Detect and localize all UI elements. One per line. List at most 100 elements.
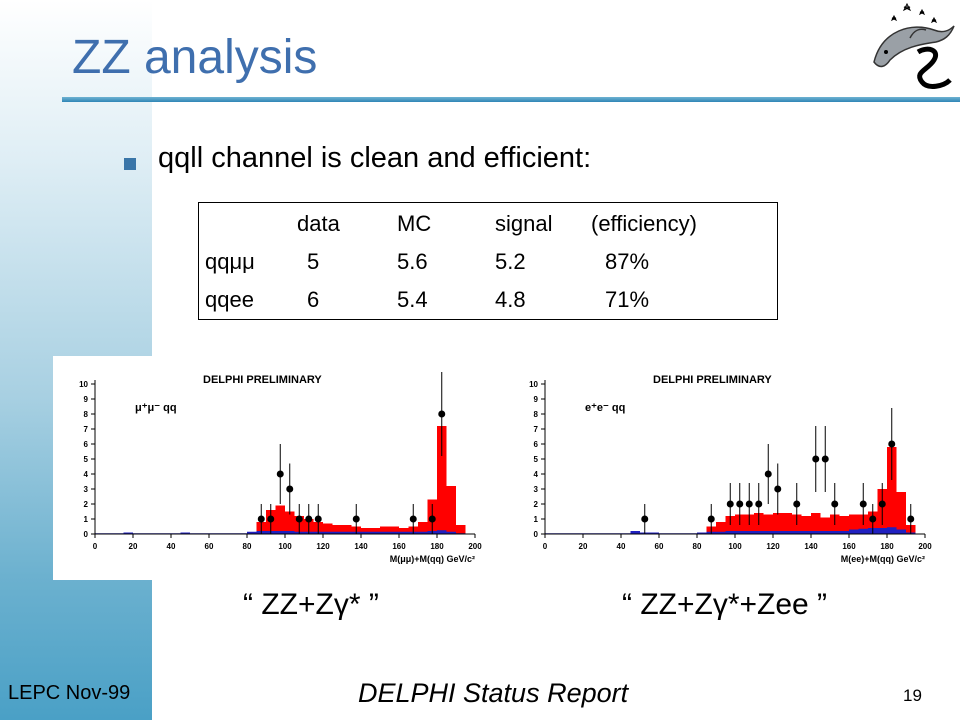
- x-tick-label: 40: [617, 542, 626, 551]
- background-bar: [763, 531, 773, 534]
- background-bar: [820, 531, 830, 534]
- table-cell: 5.2: [495, 249, 526, 274]
- table-header-efficiency: (efficiency): [591, 211, 697, 236]
- background-bar: [849, 529, 859, 534]
- background-bar: [649, 532, 659, 534]
- background-bar: [123, 532, 133, 534]
- mc-bar: [820, 517, 830, 534]
- data-point: [745, 500, 753, 508]
- y-tick-label: 5: [534, 455, 539, 464]
- y-tick-label: 6: [84, 440, 89, 449]
- background-bar: [697, 532, 707, 534]
- slide-title: ZZ analysis: [72, 31, 318, 84]
- table-cell: 5: [307, 249, 320, 274]
- background-bar: [285, 531, 295, 534]
- chart-title: DELPHI PRELIMINARY: [653, 374, 772, 386]
- mc-bar: [896, 492, 906, 534]
- data-point: [736, 500, 744, 508]
- y-tick-label: 4: [84, 470, 89, 479]
- data-point: [707, 515, 715, 523]
- background-bar: [801, 531, 811, 534]
- chart-title: DELPHI PRELIMINARY: [203, 374, 322, 386]
- background-bar: [735, 531, 745, 534]
- background-bar: [630, 531, 640, 534]
- background-bar: [370, 531, 380, 534]
- mc-bar: [456, 525, 466, 534]
- data-point: [428, 515, 436, 523]
- x-tick-label: 160: [392, 542, 406, 551]
- background-bar: [418, 531, 428, 534]
- data-point: [755, 500, 763, 508]
- x-tick-label: 80: [243, 542, 252, 551]
- mc-bar: [418, 522, 428, 534]
- data-point: [305, 515, 313, 523]
- background-bar: [792, 531, 802, 534]
- background-bar: [332, 531, 342, 534]
- mc-bar: [716, 522, 726, 534]
- x-tick-label: 160: [842, 542, 856, 551]
- background-bar: [744, 531, 754, 534]
- mc-bar: [361, 528, 371, 534]
- mc-bar: [275, 505, 285, 534]
- background-bar: [389, 531, 399, 534]
- table-cell: 4.8: [495, 287, 526, 312]
- mc-bar: [323, 523, 333, 534]
- data-point: [276, 470, 284, 478]
- background-bar: [361, 531, 371, 534]
- table-header-mc: MC: [397, 211, 432, 236]
- y-tick-label: 8: [534, 410, 539, 419]
- bullet-marker: [124, 158, 136, 170]
- y-tick-label: 4: [534, 470, 539, 479]
- caption-left: “ ZZ+Zγ* ”: [243, 588, 379, 621]
- y-tick-label: 8: [84, 410, 89, 419]
- x-tick-label: 200: [468, 542, 482, 551]
- table-cell: 87%: [605, 249, 650, 274]
- y-tick-label: 1: [84, 515, 89, 524]
- data-point: [831, 500, 839, 508]
- data-point: [352, 515, 360, 523]
- data-point: [878, 500, 886, 508]
- x-axis-label: M(μμ)+M(qq) GeV/c²: [390, 554, 475, 564]
- channel-annotation: e⁺e⁻ qq: [585, 402, 625, 414]
- table-cell: 6: [307, 287, 320, 312]
- x-tick-label: 100: [728, 542, 742, 551]
- mc-bar: [437, 426, 447, 534]
- background-bar: [247, 531, 257, 534]
- data-point: [774, 485, 782, 493]
- y-tick-label: 0: [534, 530, 539, 539]
- background-bar: [877, 528, 887, 534]
- data-point: [821, 455, 829, 463]
- x-tick-label: 0: [543, 542, 548, 551]
- data-point: [409, 515, 417, 523]
- x-axis-label: M(ee)+M(qq) GeV/c²: [841, 554, 925, 564]
- table-row-label: qqee: [205, 287, 254, 312]
- channel-annotation: μ⁺μ⁻ qq: [135, 402, 177, 414]
- table-header-signal: signal: [495, 211, 553, 236]
- data-point: [438, 410, 446, 418]
- background-bar: [754, 531, 764, 534]
- background-bar: [342, 531, 352, 534]
- efficiency-table: data MC signal (efficiency) qqμμ 5 5.6 5…: [198, 202, 778, 320]
- background-bar: [275, 531, 285, 534]
- data-point: [859, 500, 867, 508]
- data-point: [295, 515, 303, 523]
- mc-bar: [773, 513, 783, 534]
- y-tick-label: 10: [79, 380, 88, 389]
- background-bar: [437, 530, 447, 534]
- x-tick-label: 200: [918, 542, 932, 551]
- data-point: [764, 470, 772, 478]
- x-tick-label: 80: [693, 542, 702, 551]
- y-tick-label: 2: [84, 500, 89, 509]
- background-bar: [716, 531, 726, 534]
- mc-bar: [763, 514, 773, 534]
- x-tick-label: 20: [579, 542, 588, 551]
- background-bar: [180, 532, 190, 534]
- background-bar: [830, 531, 840, 534]
- mc-bar: [849, 514, 859, 534]
- data-point: [907, 515, 915, 523]
- y-tick-label: 2: [534, 500, 539, 509]
- y-tick-label: 9: [534, 395, 539, 404]
- x-tick-label: 140: [354, 542, 368, 551]
- mc-bar: [811, 513, 821, 534]
